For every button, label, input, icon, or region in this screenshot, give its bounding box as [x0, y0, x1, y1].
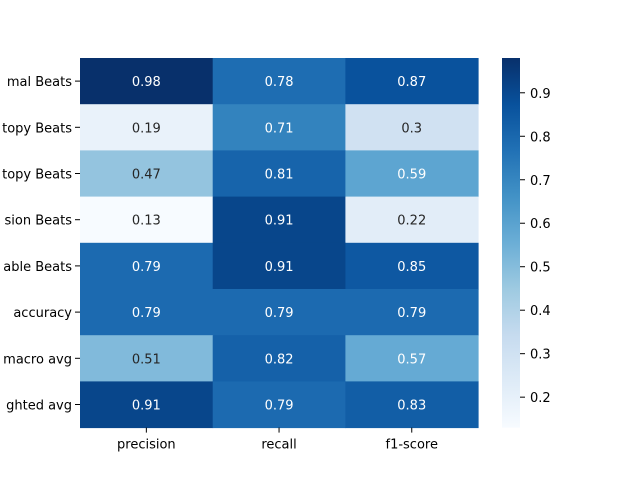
heatmap-cell [345, 289, 479, 336]
heatmap-cell [80, 150, 214, 198]
cell-value-label: 0.71 [265, 121, 294, 136]
cell-value-label: 0.87 [397, 75, 426, 90]
column-label: recall [261, 438, 296, 453]
heatmap-cell [80, 242, 214, 290]
cell-value-label: 0.57 [397, 352, 426, 367]
heatmap-cell [345, 335, 479, 382]
cell-value-label: 0.83 [397, 399, 426, 414]
heatmap-cell [212, 58, 346, 105]
colorbar-tick-label: 0.6 [530, 217, 551, 232]
heatmap-cell [345, 104, 479, 151]
cell-value-label: 0.59 [397, 168, 426, 183]
cell-value-label: 0.78 [265, 75, 294, 90]
column-label: precision [117, 438, 176, 453]
row-label: sion Beats [5, 214, 73, 229]
heatmap-cell [212, 196, 346, 244]
heatmap-cell [212, 150, 346, 198]
cell-value-label: 0.91 [265, 260, 294, 275]
row-label: macro avg [3, 352, 72, 367]
cell-value-label: 0.98 [132, 75, 161, 90]
cell-value-label: 0.79 [132, 260, 161, 275]
cell-value-label: 0.81 [265, 168, 294, 183]
heatmap-cell [212, 335, 346, 382]
colorbar-tick-label: 0.8 [530, 130, 551, 145]
cell-value-label: 0.22 [397, 214, 426, 229]
row-labels: mal Beats topy Beats topy Beats sion Beats a… [2, 75, 80, 414]
cell-value-label: 0.79 [397, 306, 426, 321]
heatmap-cell [80, 289, 214, 336]
cell-value-label: 0.91 [265, 214, 294, 229]
colorbar-tick-label: 0.2 [530, 391, 551, 406]
cell-value-label: 0.47 [132, 168, 161, 183]
colorbar-tick-label: 0.5 [530, 261, 551, 276]
cell-value-label: 0.91 [132, 399, 161, 414]
row-label: topy Beats [2, 168, 72, 183]
colorbar-tick-label: 0.7 [530, 174, 551, 189]
heatmap-cell [345, 58, 479, 105]
heatmap-cell [80, 381, 214, 429]
colorbar-tick-label: 0.4 [530, 304, 551, 319]
row-label: able Beats [3, 260, 72, 275]
row-label: accuracy [13, 306, 72, 321]
cell-value-label: 0.79 [265, 306, 294, 321]
colorbar-tick-label: 0.3 [530, 348, 551, 363]
heatmap-cell [345, 381, 479, 429]
heatmap-cell [80, 58, 214, 105]
row-label: topy Beats [2, 121, 72, 136]
colorbar: 0.2 0.3 0.4 0.5 0.6 0.7 0.8 0.9 [502, 58, 551, 428]
cell-value-label: 0.19 [132, 121, 161, 136]
heatmap-cell [212, 381, 346, 429]
heatmap-cell [80, 335, 214, 382]
cell-value-label: 0.85 [397, 260, 426, 275]
colorbar-tick-label: 0.9 [530, 87, 551, 102]
heatmap-cell [345, 150, 479, 198]
row-label: ghted avg [6, 399, 72, 414]
row-label: mal Beats [7, 75, 72, 90]
cell-value-label: 0.82 [265, 352, 294, 367]
heatmap-cell [212, 242, 346, 290]
heatmap-cell [212, 104, 346, 151]
heatmap-cell [345, 242, 479, 290]
cell-value-label: 0.13 [132, 214, 161, 229]
cell-value-label: 0.3 [401, 121, 422, 136]
heatmap-cell [80, 196, 214, 244]
cell-value-label: 0.79 [132, 306, 161, 321]
cell-value-label: 0.79 [265, 399, 294, 414]
cell-value-label: 0.51 [132, 352, 161, 367]
column-labels: precision recall f1-score [117, 427, 438, 453]
heatmap-cell [345, 196, 479, 244]
colorbar-gradient [502, 58, 520, 428]
heatmap-cells: 0.98 0.78 0.87 0.19 0.71 0.3 0.47 0.81 0.59 0.13 0… [80, 58, 479, 429]
heatmap-cell [80, 104, 214, 151]
heatmap-cell [212, 289, 346, 336]
column-label: f1-score [386, 438, 438, 453]
